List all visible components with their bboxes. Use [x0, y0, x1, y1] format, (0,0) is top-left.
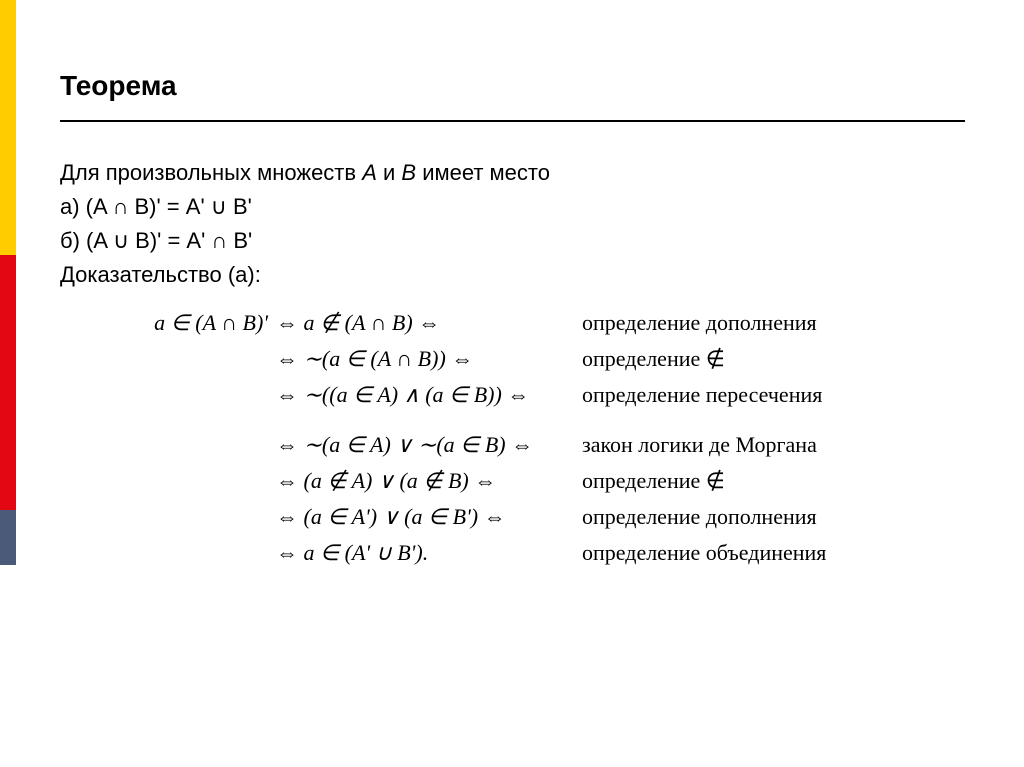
proof-row: ⇔ (a ∉ A) ∨ (a ∉ B) ⇔определение ∉	[94, 468, 984, 494]
sidebar-color-stripes	[0, 0, 16, 767]
proof-reason: определение дополнения	[572, 310, 984, 336]
intro-line-1: Для произвольных множеств A и B имеет ме…	[60, 156, 984, 190]
stripe-1	[0, 0, 16, 255]
proof-reason: определение объединения	[572, 540, 984, 566]
set-A: A	[362, 160, 377, 185]
proof-row: ⇔ (a ∈ A') ∨ (a ∈ B') ⇔определение допол…	[94, 504, 984, 530]
slide-content: Теорема Для произвольных множеств A и B …	[60, 70, 984, 576]
statement-b: б) (A ∪ B)' = A' ∩ B'	[60, 224, 984, 258]
proof-reason: определение ∉	[572, 468, 984, 494]
proof-row: ⇔ ∼((a ∈ A) ∧ (a ∈ B)) ⇔определение пере…	[94, 382, 984, 408]
proof-reason: определение ∉	[572, 346, 984, 372]
stripe-3	[0, 510, 16, 565]
proof-reason: закон логики де Моргана	[572, 432, 984, 458]
proof-step: ⇔ a ∈ (A' ∪ B').	[276, 540, 572, 566]
proof-step: ⇔ (a ∉ A) ∨ (a ∉ B) ⇔	[276, 468, 572, 494]
statement-a: а) (A ∩ B)' = A' ∪ B'	[60, 190, 984, 224]
stripe-2	[0, 255, 16, 510]
intro-pre: Для произвольных множеств	[60, 160, 362, 185]
proof-reason: определение дополнения	[572, 504, 984, 530]
intro-and: и	[377, 160, 402, 185]
proof-step: ⇔ ∼(a ∈ A) ∨ ∼(a ∈ B) ⇔	[276, 432, 572, 458]
proof-label: Доказательство (а):	[60, 258, 984, 292]
proof-step: ⇔ (a ∈ A') ∨ (a ∈ B') ⇔	[276, 504, 572, 530]
proof-row: ⇔ ∼(a ∈ (A ∩ B)) ⇔определение ∉	[94, 346, 984, 372]
proof-step: ⇔ ∼(a ∈ (A ∩ B)) ⇔	[276, 346, 572, 372]
proof-step: ⇔ ∼((a ∈ A) ∧ (a ∈ B)) ⇔	[276, 382, 572, 408]
title-rule	[60, 120, 965, 122]
proof-reason: определение пересечения	[572, 382, 984, 408]
proof-row: ⇔ a ∈ (A' ∪ B').определение объединения	[94, 540, 984, 566]
intro-post: имеет место	[416, 160, 550, 185]
proof-block: a ∈ (A ∩ B)'⇔ a ∉ (A ∩ B) ⇔определение д…	[94, 310, 984, 566]
page-title: Теорема	[60, 70, 984, 102]
proof-step: ⇔ a ∉ (A ∩ B) ⇔	[276, 310, 572, 336]
set-B: B	[401, 160, 416, 185]
proof-gap	[94, 418, 984, 432]
proof-row: a ∈ (A ∩ B)'⇔ a ∉ (A ∩ B) ⇔определение д…	[94, 310, 984, 336]
proof-row: ⇔ ∼(a ∈ A) ∨ ∼(a ∈ B) ⇔закон логики де М…	[94, 432, 984, 458]
proof-lhs: a ∈ (A ∩ B)'	[94, 310, 276, 336]
